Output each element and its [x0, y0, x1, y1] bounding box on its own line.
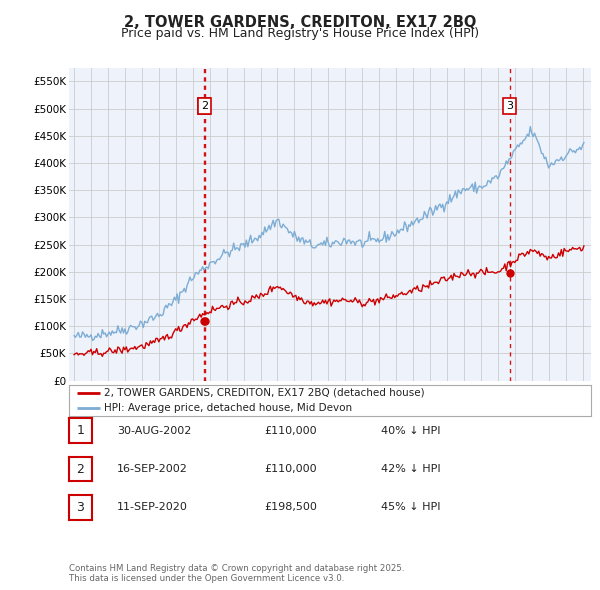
- Text: 2: 2: [201, 101, 208, 111]
- Text: 40% ↓ HPI: 40% ↓ HPI: [381, 426, 440, 435]
- Text: 3: 3: [506, 101, 513, 111]
- Text: HPI: Average price, detached house, Mid Devon: HPI: Average price, detached house, Mid …: [104, 404, 353, 413]
- Text: 1: 1: [76, 424, 85, 437]
- Text: 16-SEP-2002: 16-SEP-2002: [117, 464, 188, 474]
- Text: 2, TOWER GARDENS, CREDITON, EX17 2BQ (detached house): 2, TOWER GARDENS, CREDITON, EX17 2BQ (de…: [104, 388, 425, 398]
- Text: Contains HM Land Registry data © Crown copyright and database right 2025.
This d: Contains HM Land Registry data © Crown c…: [69, 563, 404, 583]
- Text: £110,000: £110,000: [264, 464, 317, 474]
- Text: 3: 3: [76, 501, 85, 514]
- Text: 11-SEP-2020: 11-SEP-2020: [117, 503, 188, 512]
- Text: 42% ↓ HPI: 42% ↓ HPI: [381, 464, 440, 474]
- Text: 1: 1: [200, 101, 208, 111]
- Text: 2: 2: [76, 463, 85, 476]
- Text: Price paid vs. HM Land Registry's House Price Index (HPI): Price paid vs. HM Land Registry's House …: [121, 27, 479, 40]
- Text: 30-AUG-2002: 30-AUG-2002: [117, 426, 191, 435]
- Text: £110,000: £110,000: [264, 426, 317, 435]
- Text: 2, TOWER GARDENS, CREDITON, EX17 2BQ: 2, TOWER GARDENS, CREDITON, EX17 2BQ: [124, 15, 476, 30]
- Text: 45% ↓ HPI: 45% ↓ HPI: [381, 503, 440, 512]
- Text: £198,500: £198,500: [264, 503, 317, 512]
